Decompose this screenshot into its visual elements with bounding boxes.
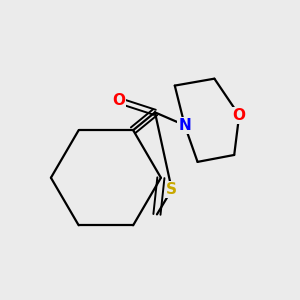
Text: O: O [233,108,246,123]
Text: S: S [166,182,177,197]
Text: O: O [112,93,125,108]
Text: N: N [178,118,191,133]
